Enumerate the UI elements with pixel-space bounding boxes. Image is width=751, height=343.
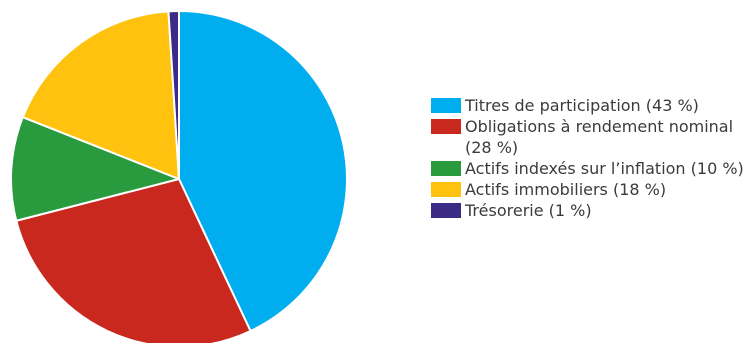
- legend-swatch: [431, 182, 461, 197]
- pie-slice-1: [178, 10, 348, 333]
- pie-slice-2: [15, 178, 252, 343]
- legend-item-5: Trésorerie (1 %): [431, 200, 750, 221]
- legend-item-2: Obligations à rendement nominal (28 %): [431, 116, 750, 158]
- legend-swatch: [431, 119, 461, 134]
- legend-item-3: Actifs indexés sur l’inflation (10 %): [431, 158, 750, 179]
- legend-item-4: Actifs immobiliers (18 %): [431, 179, 750, 200]
- legend-swatch: [431, 161, 461, 176]
- legend-swatch: [431, 98, 461, 113]
- legend-label: Obligations à rendement nominal (28 %): [465, 117, 734, 157]
- legend-label: Trésorerie (1 %): [465, 201, 592, 220]
- pie-slice-4: [21, 10, 180, 180]
- legend-label: Actifs indexés sur l’inflation (10 %): [465, 159, 744, 178]
- legend-swatch: [431, 203, 461, 218]
- legend-item-1: Titres de participation (43 %): [431, 95, 750, 116]
- legend-label: Titres de participation (43 %): [465, 96, 699, 115]
- legend-label: Actifs immobiliers (18 %): [465, 180, 667, 199]
- chart-legend: Titres de participation (43 %) Obligation…: [431, 95, 750, 221]
- pie-slice-3: [10, 116, 180, 222]
- pie-slice-5: [167, 9, 180, 180]
